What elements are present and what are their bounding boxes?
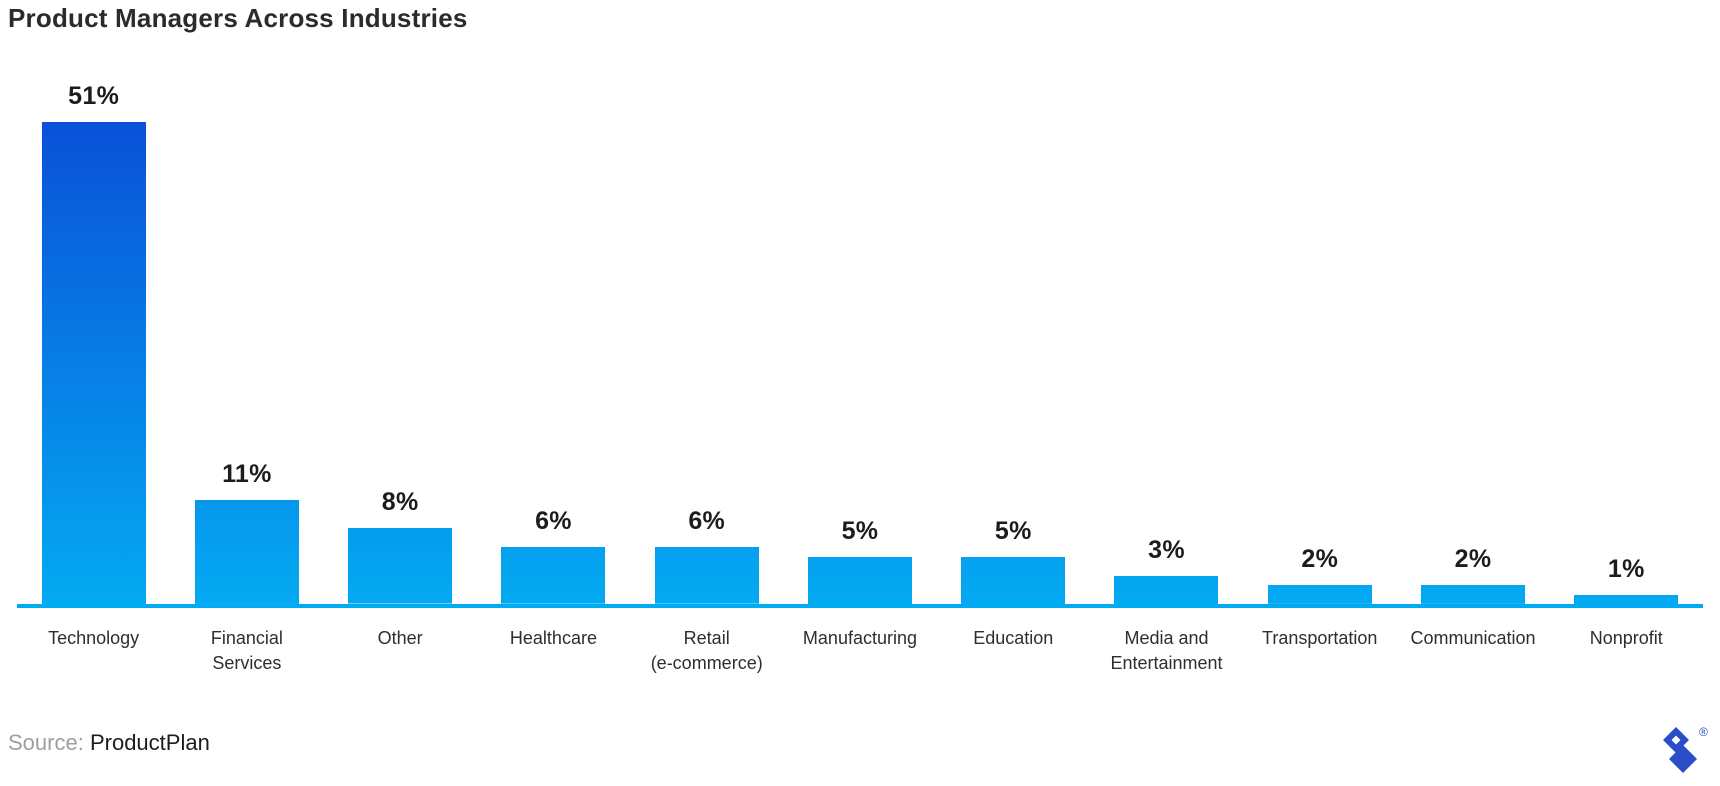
bar-healthcare xyxy=(501,547,606,604)
bar-value-label: 51% xyxy=(68,82,120,110)
category-label-manufacturing: Manufacturing xyxy=(802,628,917,648)
bar-value-label: 2% xyxy=(1454,545,1492,574)
bar-media-and xyxy=(1114,575,1219,604)
bar-value-label: 2% xyxy=(1301,545,1339,574)
bar-manufacturing xyxy=(807,556,912,604)
bar-value-label: 6% xyxy=(688,507,726,536)
x-axis-line xyxy=(17,604,1703,608)
chart-column-financial: 11% xyxy=(170,460,323,604)
bar-technology xyxy=(41,122,146,604)
chart-column-technology: 51% xyxy=(17,82,170,604)
chart-column-communication: 2% xyxy=(1396,545,1549,604)
category-label-retail: Retail (e-commerce) xyxy=(650,628,763,674)
bars-area: 51% 11% 8% 6% 6% 5% 5% 3% 2% 2% 1% xyxy=(17,70,1703,604)
bar-education xyxy=(961,556,1066,604)
category-label-media-and: Media and Entertainment xyxy=(1110,628,1223,674)
chart-column-transportation: 2% xyxy=(1243,545,1396,604)
category-label-nonprofit: Nonprofit xyxy=(1589,628,1663,648)
category-labels-row: Technology Financial Services Other Healthc… xyxy=(17,608,1703,676)
chart-title: Product Managers Across Industries xyxy=(8,3,468,33)
chart-column-retail: 6% xyxy=(630,507,783,604)
chart-column-healthcare: 6% xyxy=(477,507,630,604)
toptal-logo-icon: ® xyxy=(1663,725,1708,773)
bar-transportation xyxy=(1267,585,1372,604)
bar-value-label: 5% xyxy=(841,516,879,545)
bar-communication xyxy=(1421,585,1526,604)
chart-column-nonprofit: 1% xyxy=(1550,555,1703,604)
chart-column-media-and: 3% xyxy=(1090,536,1243,604)
bar-nonprofit xyxy=(1574,594,1679,604)
chart-column-education: 5% xyxy=(937,517,1090,604)
bar-retail xyxy=(654,547,759,604)
category-label-transportation: Transportation xyxy=(1262,628,1378,648)
category-label-education: Education xyxy=(973,628,1054,648)
chart-column-other: 8% xyxy=(324,488,477,604)
category-label-financial: Financial Services xyxy=(210,628,283,674)
toptal-logo: ® xyxy=(1656,724,1708,778)
source-name: ProductPlan xyxy=(89,730,210,755)
bar-value-label: 8% xyxy=(381,488,419,517)
bar-value-label: 3% xyxy=(1148,535,1185,564)
chart-column-manufacturing: 5% xyxy=(783,517,936,604)
source-attribution: Source: ProductPlan xyxy=(8,730,210,756)
bar-chart: 51% 11% 8% 6% 6% 5% 5% 3% 2% 2% 1% Technology Finan… xyxy=(17,70,1703,676)
category-label-other: Other xyxy=(377,628,423,648)
category-label-technology: Technology xyxy=(48,628,140,648)
bar-financial xyxy=(194,500,299,604)
bar-value-label: 1% xyxy=(1607,554,1645,583)
svg-text:®: ® xyxy=(1699,725,1708,739)
bar-value-label: 11% xyxy=(222,460,272,489)
category-label-healthcare: Healthcare xyxy=(509,628,597,648)
category-label-communication: Communication xyxy=(1410,628,1536,648)
bar-other xyxy=(348,528,453,604)
bar-value-label: 5% xyxy=(994,516,1032,545)
source-label: Source: xyxy=(8,730,84,755)
bar-value-label: 6% xyxy=(535,507,572,536)
